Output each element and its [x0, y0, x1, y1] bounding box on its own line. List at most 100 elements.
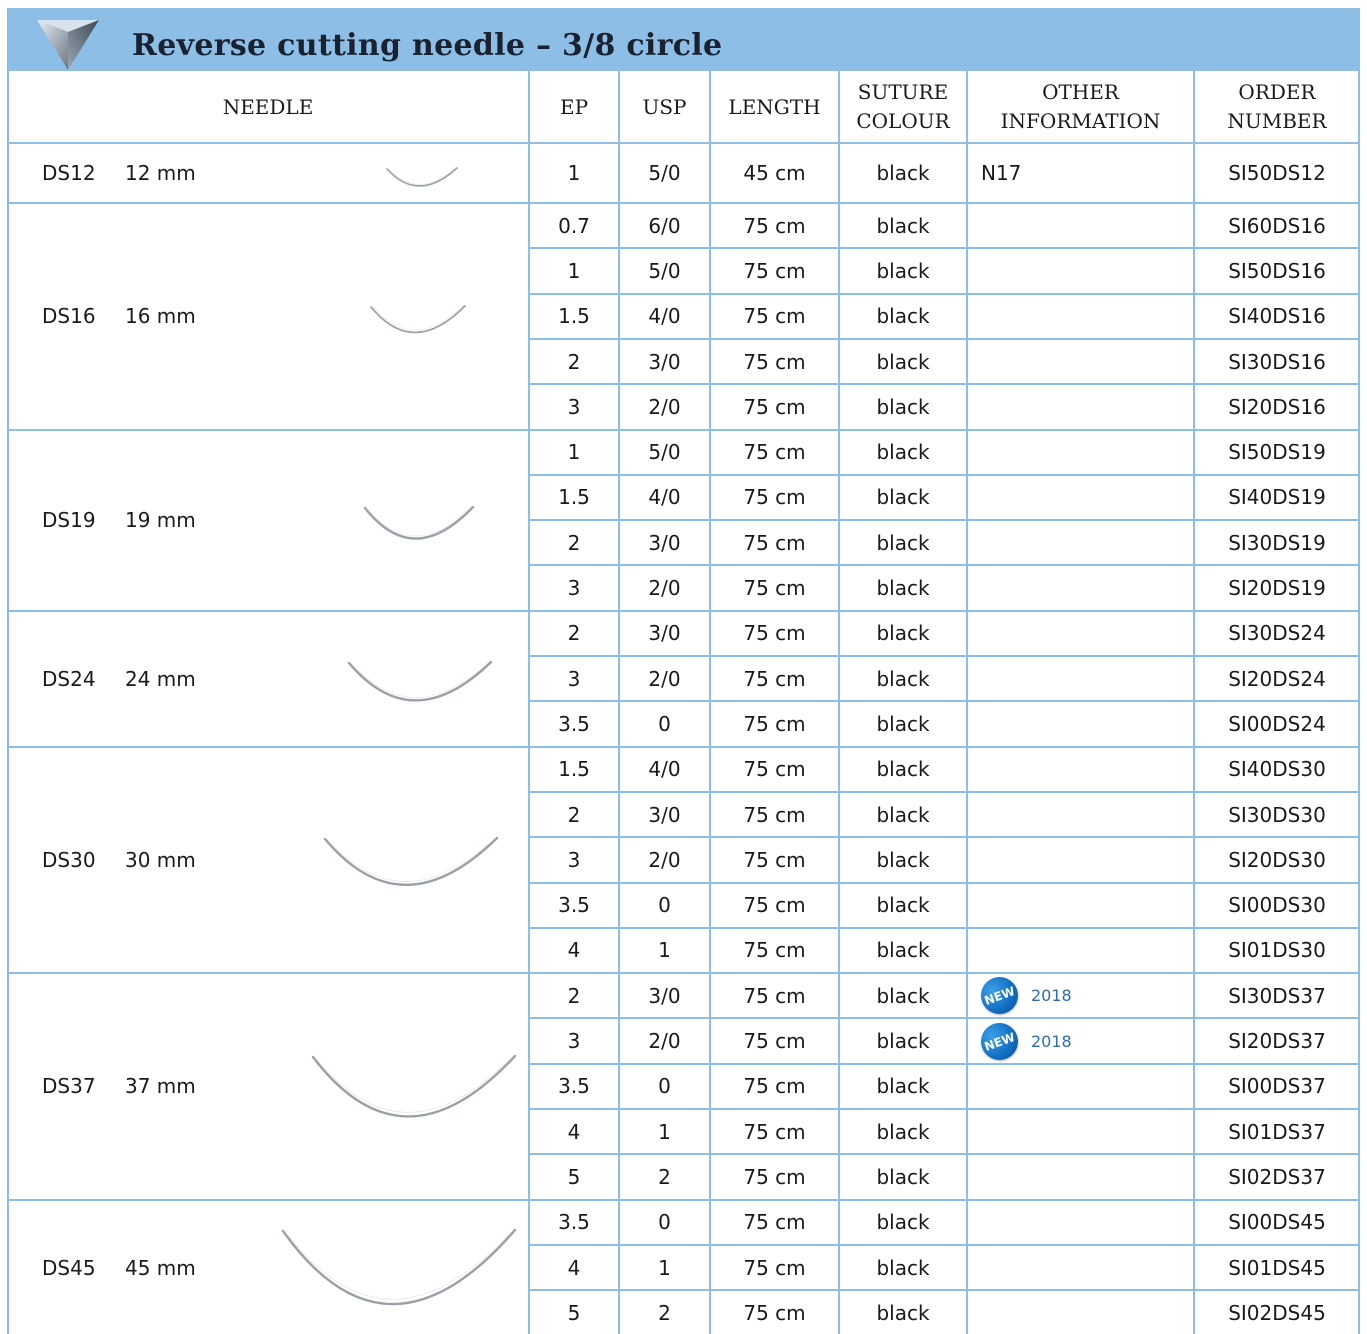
- new-2018-note: NEW 2018: [975, 972, 1072, 1020]
- column-divider: [1193, 71, 1195, 1334]
- header-suture-colour-text: SUTURE: [857, 80, 949, 104]
- cell-ep: 1.5: [558, 304, 590, 329]
- row-divider: [529, 1243, 1360, 1246]
- cell-usp: 0: [658, 711, 671, 736]
- cell-length: 75 cm: [743, 621, 806, 646]
- column-divider: [528, 71, 530, 1334]
- cell-usp: 1: [658, 1119, 671, 1144]
- cell-suture-colour: black: [876, 1300, 930, 1325]
- cell-suture-colour: black: [876, 485, 930, 510]
- row-divider: [529, 337, 1360, 340]
- cell-other-information: [967, 701, 1194, 746]
- cell-usp: 2: [658, 1300, 671, 1325]
- cell-other-information: [967, 1109, 1194, 1154]
- cell-ep: 1: [567, 161, 581, 185]
- cell-ep: 2: [567, 349, 581, 374]
- header-order-number-text: NUMBER: [1227, 109, 1327, 133]
- cell-length: 75 cm: [743, 304, 806, 329]
- header-ep-text: EP: [559, 94, 589, 119]
- cell-order-number: SI30DS16: [1228, 349, 1326, 374]
- cell-length: 75 cm: [743, 576, 806, 601]
- cell-other-information: [967, 565, 1194, 610]
- page-title: Reverse cutting needle – 3/8 circle: [132, 28, 723, 63]
- row-divider: [7, 202, 1360, 204]
- cell-ep: 2: [567, 802, 581, 827]
- header-length-text: LENGTH: [728, 94, 821, 119]
- cell-ep: 3.5: [558, 1210, 590, 1235]
- cell-suture-colour: black: [876, 621, 930, 646]
- column-divider: [838, 71, 840, 1334]
- cell-usp: 3/0: [648, 349, 681, 374]
- cell-ep: 2: [567, 530, 581, 555]
- cell-length: 75 cm: [743, 1074, 806, 1099]
- cell-order-number: SI50DS16: [1228, 258, 1326, 283]
- needle-code: DS37: [42, 1074, 96, 1099]
- cell-suture-colour: black: [876, 802, 930, 827]
- curved-needle-icon: [323, 836, 499, 886]
- row-divider: [7, 972, 1360, 975]
- cell-usp: 5/0: [648, 161, 681, 185]
- cell-order-number: SI00DS30: [1228, 893, 1326, 918]
- cell-usp: 0: [658, 1210, 671, 1235]
- cell-usp: 3/0: [648, 530, 681, 555]
- cell-usp: 3/0: [648, 621, 681, 646]
- row-divider: [529, 1153, 1360, 1156]
- cell-length: 75 cm: [743, 1300, 806, 1325]
- cell-ep: 5: [567, 1300, 581, 1325]
- cell-ep: 3: [567, 1029, 581, 1054]
- curved-needle-icon: [347, 660, 493, 702]
- cell-ep: 4: [567, 938, 581, 963]
- cell-other-information: [967, 430, 1194, 475]
- cell-other-information: [967, 1290, 1194, 1334]
- cell-length: 75 cm: [743, 938, 806, 963]
- row-divider: [7, 1198, 1360, 1201]
- needle-code: DS16: [42, 304, 96, 329]
- cell-ep: 3.5: [558, 711, 590, 736]
- cell-suture-colour: black: [876, 530, 930, 555]
- cell-other-information: NEW 2018: [967, 972, 1194, 1020]
- cell-other-information: [967, 339, 1194, 384]
- cell-other-information: [967, 747, 1194, 792]
- cell-length: 75 cm: [743, 757, 806, 782]
- cell-length: 75 cm: [743, 711, 806, 736]
- cell-other-information: [967, 475, 1194, 520]
- column-divider: [7, 71, 9, 1334]
- cell-order-number: SI01DS30: [1228, 938, 1326, 963]
- cell-usp: 2/0: [648, 666, 681, 691]
- cell-order-number: SI30DS24: [1228, 621, 1326, 646]
- header-other-information: OTHER INFORMATION: [967, 71, 1194, 143]
- cell-length: 75 cm: [743, 530, 806, 555]
- row-divider: [7, 745, 1360, 748]
- cell-usp: 3/0: [648, 802, 681, 827]
- needle-code: DS24: [42, 666, 96, 691]
- row-divider: [7, 609, 1360, 612]
- cell-length: 75 cm: [743, 1029, 806, 1054]
- row-divider: [529, 1289, 1360, 1292]
- cell-other-information: [967, 1154, 1194, 1199]
- header-suture-colour-text: COLOUR: [856, 109, 950, 133]
- cell-order-number: SI40DS30: [1228, 757, 1326, 782]
- curved-needle-icon: [363, 505, 475, 540]
- cell-other-information: [967, 837, 1194, 882]
- needle-code: DS12: [42, 161, 96, 185]
- cell-usp: 4/0: [648, 304, 681, 329]
- cell-length: 75 cm: [743, 213, 806, 238]
- triangle-cut-icon: [37, 20, 99, 70]
- cell-length: 75 cm: [743, 1210, 806, 1235]
- row-divider: [529, 473, 1360, 476]
- header-other-information-text: OTHER: [1042, 80, 1119, 104]
- cell-other-information: [967, 928, 1194, 973]
- needle-code: DS19: [42, 508, 96, 533]
- cell-other-information: NEW 2018: [967, 1017, 1194, 1065]
- curved-needle-icon: [386, 166, 458, 187]
- cell-suture-colour: black: [876, 711, 930, 736]
- column-divider: [618, 71, 620, 1334]
- cell-suture-colour: black: [876, 847, 930, 872]
- cell-ep: 4: [567, 1255, 581, 1280]
- cell-ep: 1: [567, 258, 581, 283]
- cell-suture-colour: black: [876, 576, 930, 601]
- cell-usp: 5/0: [648, 258, 681, 283]
- cell-order-number: SI20DS19: [1228, 576, 1326, 601]
- cell-length: 75 cm: [743, 893, 806, 918]
- cell-order-number: SI02DS45: [1228, 1300, 1326, 1325]
